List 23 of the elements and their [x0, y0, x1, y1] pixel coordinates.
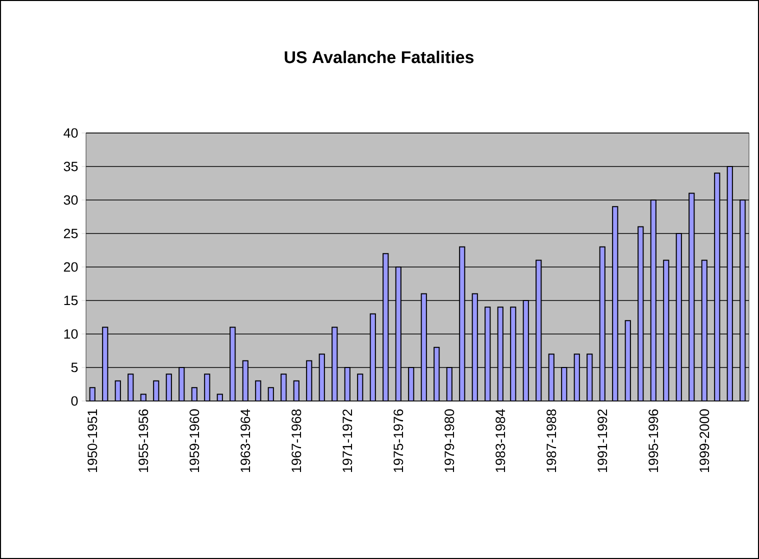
y-tick-label: 15 — [64, 296, 78, 306]
y-tick-label: 10 — [64, 329, 78, 339]
x-tick-label: 1979-1980 — [444, 409, 454, 472]
x-tick-label: 1983-1984 — [496, 409, 506, 472]
y-tick-label: 20 — [64, 262, 78, 272]
x-tick-label: 1950-1951 — [88, 409, 98, 472]
chart-title: US Avalanche Fatalities — [284, 50, 474, 64]
y-tick-label: 25 — [64, 228, 78, 238]
y-tick-label: 35 — [64, 162, 78, 172]
x-tick-label: 1963-1964 — [240, 409, 250, 472]
y-tick-label: 30 — [64, 195, 78, 205]
x-tick-label: 1959-1960 — [190, 409, 200, 472]
x-tick-label: 1991-1992 — [598, 409, 608, 472]
x-tick-label: 1967-1968 — [292, 409, 302, 472]
x-tick-label: 1971-1972 — [342, 409, 352, 472]
y-tick-label: 40 — [64, 128, 78, 138]
x-tick-label: 1995-1996 — [648, 409, 658, 472]
y-tick-label: 0 — [71, 396, 78, 406]
x-tick-label: 1999-2000 — [700, 409, 710, 472]
x-tick-label: 1955-1956 — [138, 409, 148, 472]
x-tick-label: 1975-1976 — [394, 409, 404, 472]
y-tick-label: 5 — [71, 362, 78, 372]
x-tick-label: 1987-1988 — [546, 409, 556, 472]
